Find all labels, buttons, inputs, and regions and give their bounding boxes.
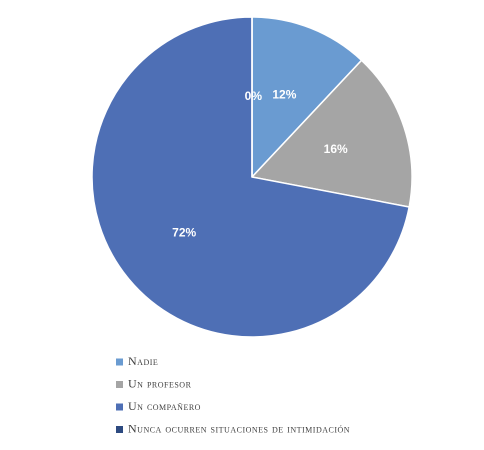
pie-slice	[91, 16, 411, 338]
pie-slice	[251, 16, 363, 179]
legend-swatch	[116, 358, 123, 366]
legend-label: Un profesor	[128, 376, 192, 390]
legend-label: Nunca ocurren situaciones de intimidació…	[128, 421, 350, 435]
legend-swatch	[116, 403, 123, 411]
data-label: 0%	[245, 89, 263, 103]
legend-label: Un compañero	[128, 399, 201, 413]
legend-swatch	[116, 381, 123, 388]
data-label: 12%	[272, 87, 296, 101]
pie-slice	[250, 59, 413, 208]
data-label: 16%	[324, 142, 348, 156]
legend-swatch	[116, 426, 123, 433]
legend-label: Nadie	[128, 354, 158, 368]
data-label: 72%	[172, 225, 196, 239]
